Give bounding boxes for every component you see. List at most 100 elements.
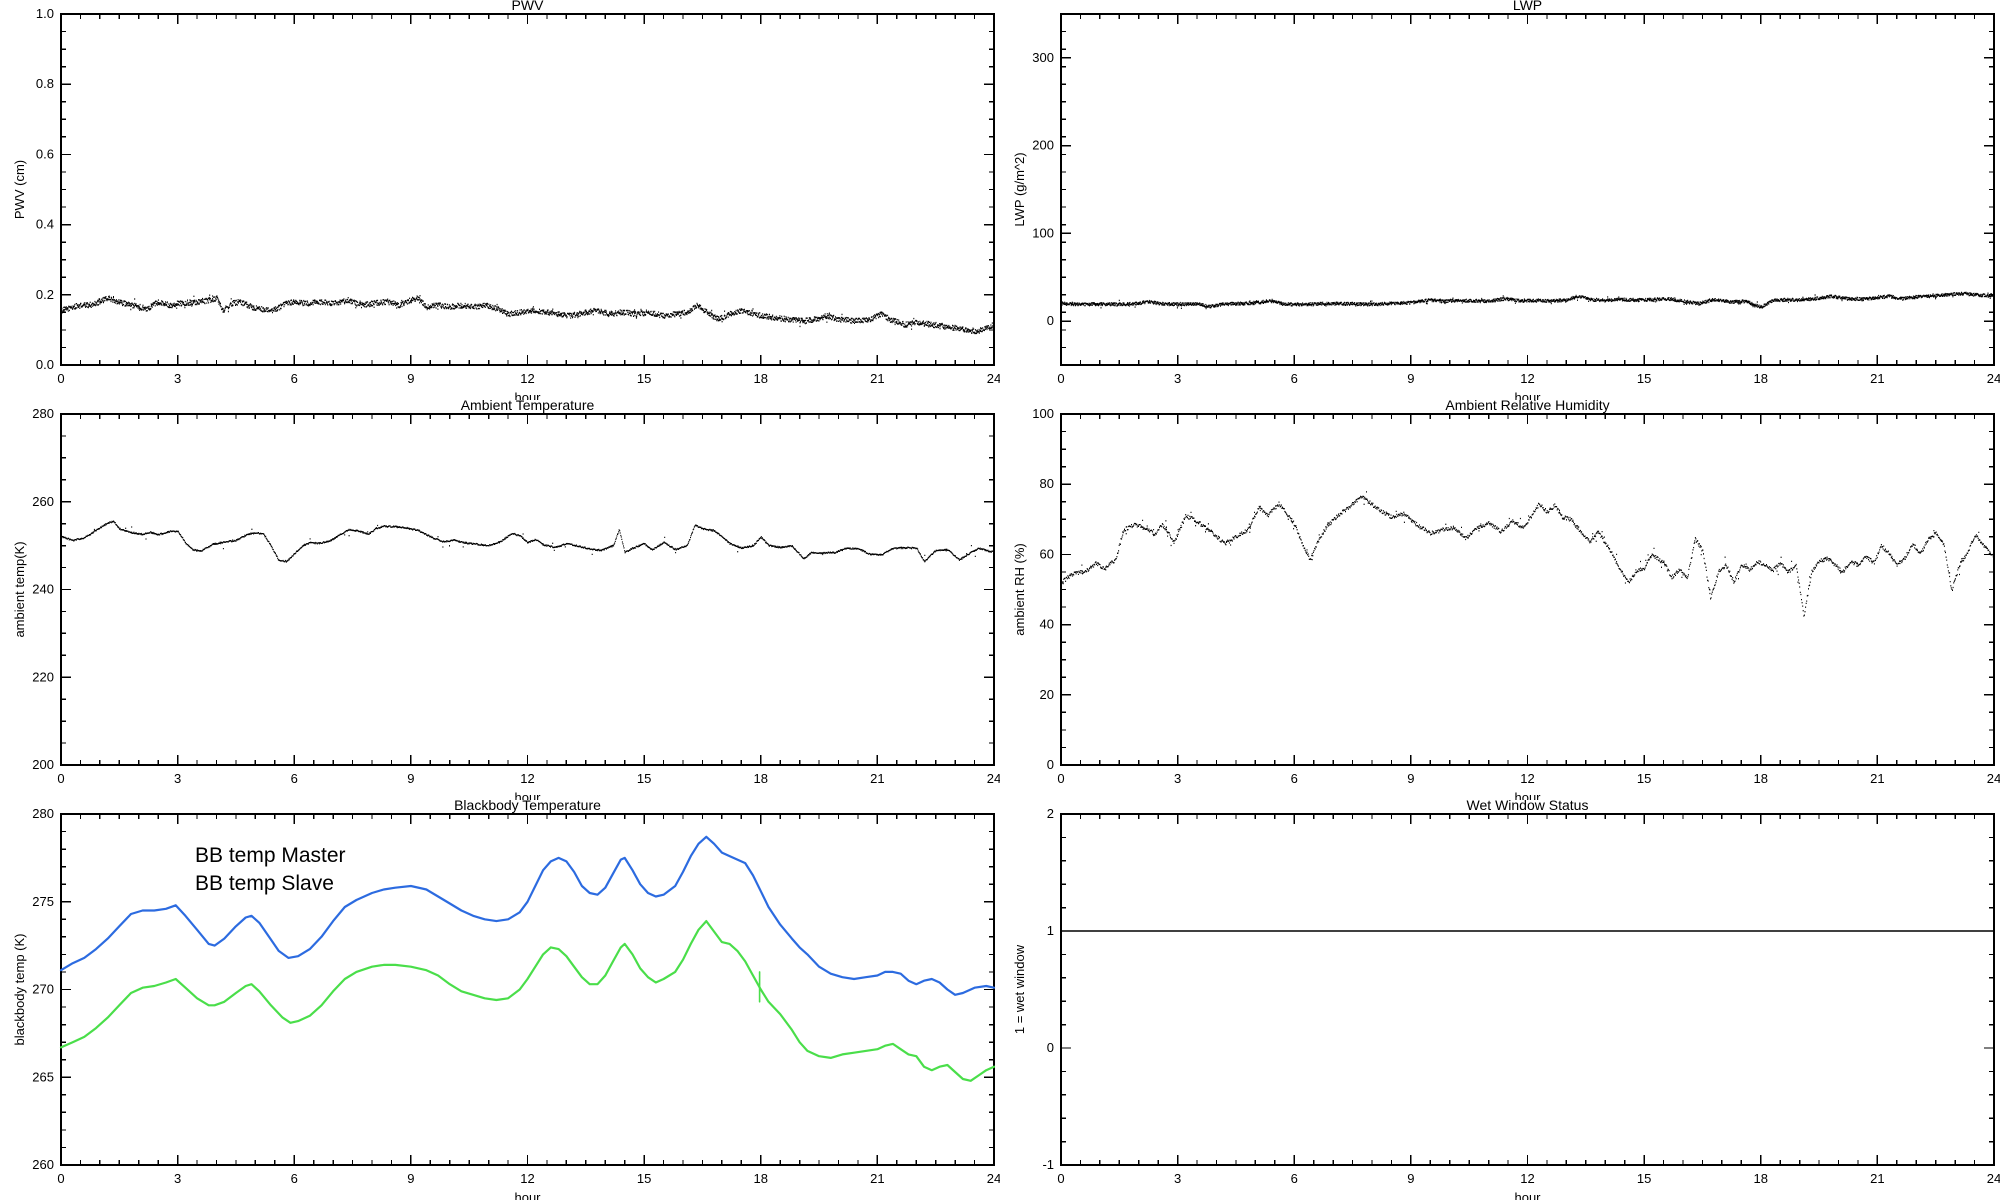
ambient-relative-humidity-xlabel: hour [1514, 790, 1541, 800]
pwv-ylabel: PWV (cm) [12, 160, 27, 219]
ambient-temperature-ytick-label: 220 [32, 669, 54, 684]
ambient-relative-humidity-xtick-label: 15 [1637, 771, 1651, 786]
blackbody-temperature-plot: Blackbody Temperature hour blackbody temp … [12, 800, 1000, 1200]
ambient-relative-humidity-axis-box [1060, 413, 1995, 766]
blackbody-temperature-xtick-label: 15 [637, 1171, 651, 1186]
wet-window-status-ytick-label: -1 [1042, 1157, 1054, 1172]
blackbody-temperature-xtick-label: 3 [174, 1171, 181, 1186]
ambient-temperature-ylabel: ambient temp(K) [12, 541, 27, 637]
wet-window-status-xtick-label: 9 [1407, 1171, 1414, 1186]
ambient-relative-humidity-series-0 [1061, 491, 1995, 617]
ambient-relative-humidity-ytick-label: 40 [1040, 617, 1054, 632]
wet-window-status-plot: Wet Window Status hour 1 = wet window 0 3 6 9 1… [1012, 800, 2000, 1200]
blackbody-temperature-legend-entry: BB temp Slave [195, 872, 334, 895]
pwv-xlabel: hour [514, 390, 541, 400]
wet-window-status-ytick-label: 2 [1047, 806, 1054, 821]
lwp-ylabel: LWP (g/m^2) [1012, 152, 1027, 226]
ambient-temperature-ticks [60, 413, 995, 766]
pwv-ytick-label: 0.8 [36, 76, 54, 91]
lwp-xtick-label: 0 [1057, 371, 1064, 386]
ambient-temperature-ytick-label: 280 [32, 406, 54, 421]
ambient-temperature-ytick-label: 260 [32, 494, 54, 509]
ambient-relative-humidity-xtick-label: 12 [1520, 771, 1534, 786]
lwp-ytick-label: 300 [1032, 50, 1054, 65]
wet-window-status-axis-box [1060, 813, 1995, 1166]
ambient-temperature-xtick-label: 15 [637, 771, 651, 786]
wet-window-status-ytick-label: 1 [1047, 923, 1054, 938]
wet-window-status-xtick-label: 18 [1754, 1171, 1768, 1186]
ambient-rh-plot-cell: Ambient Relative Humidity hour ambient RH … [1000, 400, 2000, 800]
ambient-relative-humidity-xtick-label: 0 [1057, 771, 1064, 786]
ambient-relative-humidity-xtick-label: 24 [1987, 771, 2000, 786]
pwv-xtick-label: 6 [291, 371, 298, 386]
ambient-temperature-ytick-label: 200 [32, 757, 54, 772]
pwv-ytick-label: 0.0 [36, 357, 54, 372]
blackbody-temperature-ytick-label: 265 [32, 1069, 54, 1084]
pwv-series-0 [61, 294, 995, 335]
ambient-temperature-plot: Ambient Temperature hour ambient temp(K) 0 3… [12, 400, 1000, 800]
lwp-xlabel: hour [1514, 390, 1541, 400]
wet-window-status-xtick-label: 0 [1057, 1171, 1064, 1186]
ambient-temperature-xtick-label: 3 [174, 771, 181, 786]
pwv-plot: PWV hour PWV (cm) 0 3 6 9 12 15 18 21 24 0.0 0.2 0.4 0.… [12, 0, 1000, 400]
ambient-relative-humidity-ytick-label: 80 [1040, 476, 1054, 491]
lwp-plot-cell: LWP hour LWP (g/m^2) 0 3 6 9 12 15 18 21 24 0 100 200 3… [1000, 0, 2000, 400]
pwv-ytick-label: 0.4 [36, 217, 54, 232]
wet-window-status-xlabel: hour [1514, 1190, 1541, 1200]
lwp-ytick-label: 0 [1047, 313, 1054, 328]
lwp-xtick-label: 9 [1407, 371, 1414, 386]
ambient-relative-humidity-ytick-label: 0 [1047, 757, 1054, 772]
blackbody-temperature-xtick-label: 18 [754, 1171, 768, 1186]
pwv-ytick-label: 0.6 [36, 146, 54, 161]
pwv-ytick-label: 0.2 [36, 287, 54, 302]
wet-window-status-xtick-label: 12 [1520, 1171, 1534, 1186]
pwv-xtick-label: 9 [407, 371, 414, 386]
blackbody-temperature-xtick-label: 6 [291, 1171, 298, 1186]
ambient-relative-humidity-xtick-label: 18 [1754, 771, 1768, 786]
wet-window-status-xtick-label: 15 [1637, 1171, 1651, 1186]
ambient-relative-humidity-xtick-label: 9 [1407, 771, 1414, 786]
lwp-xtick-label: 6 [1291, 371, 1298, 386]
ambient-relative-humidity-xtick-label: 3 [1174, 771, 1181, 786]
ambient-relative-humidity-ytick-label: 60 [1040, 546, 1054, 561]
wet-window-status-xtick-label: 21 [1870, 1171, 1884, 1186]
blackbody-temperature-series-1 [59, 920, 996, 1082]
pwv-title: PWV [512, 0, 545, 13]
blackbody-temperature-ytick-label: 270 [32, 982, 54, 997]
blackbody-temperature-title: Blackbody Temperature [454, 800, 601, 813]
blackbody-temperature-ticks [60, 813, 995, 1166]
ambient-temperature-xtick-label: 9 [407, 771, 414, 786]
lwp-xtick-label: 18 [1754, 371, 1768, 386]
ambient-temperature-series-0 [61, 520, 995, 563]
pwv-xtick-label: 12 [520, 371, 534, 386]
blackbody-temperature-ytick-label: 275 [32, 894, 54, 909]
lwp-ytick-label: 100 [1032, 225, 1054, 240]
ambient-temperature-xtick-label: 18 [754, 771, 768, 786]
lwp-title: LWP [1513, 0, 1542, 13]
lwp-axis-box [1060, 13, 1995, 366]
pwv-xtick-label: 0 [57, 371, 64, 386]
ambient-temperature-xtick-label: 0 [57, 771, 64, 786]
lwp-xtick-label: 3 [1174, 371, 1181, 386]
pwv-xtick-label: 21 [870, 371, 884, 386]
blackbody-temperature-xtick-label: 24 [987, 1171, 1000, 1186]
ambient-temperature-axis-box [60, 413, 995, 766]
blackbody-temperature-xtick-label: 21 [870, 1171, 884, 1186]
wet-window-status-ticks [1060, 813, 1995, 1166]
ambient-temperature-plot-cell: Ambient Temperature hour ambient temp(K) 0 3… [0, 400, 1000, 800]
ambient-temperature-xtick-label: 12 [520, 771, 534, 786]
blackbody-temperature-xtick-label: 12 [520, 1171, 534, 1186]
lwp-xtick-label: 15 [1637, 371, 1651, 386]
lwp-xtick-label: 24 [1987, 371, 2000, 386]
ambient-rh-plot: Ambient Relative Humidity hour ambient RH … [1012, 400, 2000, 800]
pwv-axis-box [60, 13, 995, 366]
pwv-ticks [60, 13, 995, 366]
blackbody-temperature-series-0 [59, 835, 996, 996]
ambient-temperature-xtick-label: 24 [987, 771, 1000, 786]
ambient-temperature-xtick-label: 6 [291, 771, 298, 786]
lwp-ytick-label: 200 [1032, 138, 1054, 153]
lwp-ticks [1060, 13, 1995, 366]
lwp-xtick-label: 21 [1870, 371, 1884, 386]
blackbody-temperature-plot-cell: Blackbody Temperature hour blackbody temp … [0, 800, 1000, 1200]
